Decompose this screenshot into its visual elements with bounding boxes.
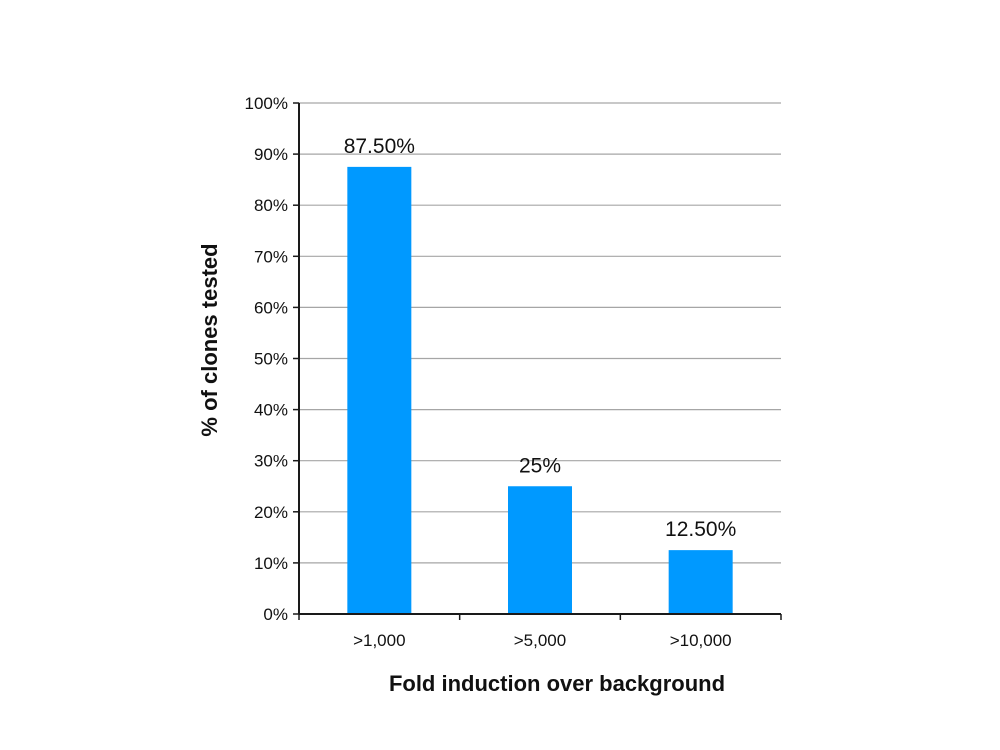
data-label: 25% <box>519 454 561 477</box>
y-tick-label: 0% <box>263 605 288 624</box>
bars <box>347 166 733 614</box>
y-tick-label: 50% <box>254 350 288 369</box>
y-tick-label: 70% <box>254 247 288 266</box>
bar <box>347 166 412 614</box>
y-tick-label: 20% <box>254 503 288 522</box>
y-tick-label: 100% <box>245 94 288 113</box>
axes <box>293 102 782 620</box>
bar <box>668 550 733 614</box>
y-tick-label: 60% <box>254 298 288 317</box>
data-labels: 87.50% 25% 12.50% <box>344 135 737 541</box>
y-tick-label: 10% <box>254 554 288 573</box>
y-tick-labels: 0% 10% 20% 30% 40% 50% 60% 70% 80% 90% 100% <box>245 94 288 624</box>
y-tick-label: 30% <box>254 452 288 471</box>
x-tick-label: >5,000 <box>514 631 566 650</box>
x-tick-label: >10,000 <box>670 631 732 650</box>
y-axis-title: % of clones tested <box>197 243 222 436</box>
x-axis-title: Fold induction over background <box>389 671 725 696</box>
y-tick-label: 90% <box>254 145 288 164</box>
y-tick-label: 40% <box>254 401 288 420</box>
x-tick-label: >1,000 <box>353 631 405 650</box>
bar <box>508 486 572 614</box>
data-label: 12.50% <box>665 518 736 541</box>
y-tick-label: 80% <box>254 196 288 215</box>
data-label: 87.50% <box>344 135 415 158</box>
x-tick-labels: >1,000 >5,000 >10,000 <box>353 631 732 650</box>
